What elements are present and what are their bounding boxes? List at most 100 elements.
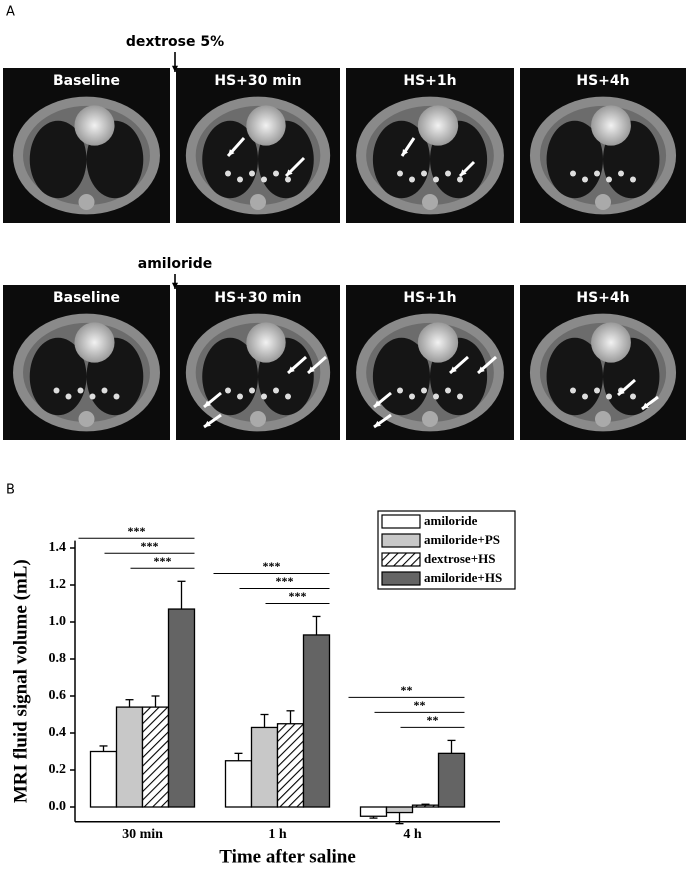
y-tick-label: 0.2 [49, 762, 67, 777]
frame-label: HS+1h [403, 290, 456, 306]
fluid [53, 387, 60, 394]
fluid [237, 393, 243, 400]
legend-swatch [381, 552, 421, 567]
bar [437, 752, 466, 808]
x-tick-label: 1 h [268, 827, 287, 842]
treatment-label: dextrose 5% [126, 34, 224, 50]
lung [29, 120, 87, 199]
legend-swatch [381, 533, 421, 548]
heart [74, 322, 115, 363]
spine [78, 194, 95, 210]
bar [115, 706, 144, 808]
y-tick-label: 1.0 [49, 614, 67, 629]
spine [595, 411, 611, 427]
frame-label: HS+4h [576, 73, 629, 89]
spine [250, 194, 266, 210]
error-bar [286, 710, 295, 724]
heart [591, 105, 631, 146]
arrow-head [402, 149, 409, 156]
arrow-head [618, 388, 625, 395]
fluid [249, 170, 255, 177]
legend-label: dextrose+HS [424, 551, 495, 566]
y-tick-label: 0.8 [49, 651, 67, 666]
fluid [606, 393, 612, 400]
error-bar [99, 745, 108, 752]
fluid [409, 393, 415, 400]
fluid [237, 176, 243, 183]
bar [411, 804, 440, 808]
significance-label: *** [289, 589, 307, 603]
fluid [421, 387, 427, 394]
arrow-head [642, 402, 649, 409]
mri-image [176, 68, 340, 223]
arrow-head [460, 169, 467, 176]
mri-image [346, 285, 514, 440]
significance-label: ** [427, 713, 439, 727]
legend-label: amiloride+HS [424, 570, 502, 585]
fluid [273, 387, 279, 394]
frame-label: Baseline [53, 73, 120, 89]
fluid [397, 170, 403, 177]
fluid [606, 176, 612, 183]
fluid [582, 393, 588, 400]
error-bar [312, 615, 321, 635]
significance-label: *** [128, 524, 146, 538]
fluid [445, 170, 451, 177]
fluid [618, 170, 624, 177]
fluid [433, 176, 439, 183]
fluid [570, 170, 576, 177]
fluid [65, 393, 72, 400]
arrow-head [288, 366, 295, 373]
error-bar [369, 816, 378, 819]
arrow-head [204, 420, 211, 427]
lung [546, 120, 604, 199]
fluid [582, 176, 588, 183]
fluid [421, 170, 427, 177]
fluid [457, 176, 463, 183]
arrow-head [374, 420, 381, 427]
mri-image [520, 285, 686, 440]
fluid [409, 176, 415, 183]
bar [141, 706, 170, 808]
arrow-head [308, 366, 315, 373]
legend-swatch [381, 514, 421, 529]
fluid [570, 387, 576, 394]
y-tick-label: 0.4 [49, 725, 67, 740]
arrow-head [478, 366, 485, 373]
heart [417, 105, 459, 146]
frame-label: HS+30 min [214, 73, 301, 89]
fluid [249, 387, 255, 394]
bar [250, 726, 279, 808]
error-bar [395, 812, 404, 825]
lung [546, 337, 604, 416]
fluid [225, 387, 231, 394]
significance-label: *** [141, 539, 159, 553]
lung [372, 120, 430, 199]
mri-image [346, 68, 514, 223]
mri-image [176, 285, 340, 440]
fluid [261, 176, 267, 183]
frame-label: Baseline [53, 290, 120, 306]
error-bar [125, 699, 134, 708]
fluid [445, 387, 451, 394]
fluid [113, 393, 120, 400]
treatment-label: amiloride [138, 256, 212, 272]
y-tick-label: 0.0 [49, 799, 67, 814]
fluid [594, 387, 600, 394]
bar [276, 723, 305, 808]
error-bar [177, 580, 186, 610]
frame-label: HS+30 min [214, 290, 301, 306]
heart [246, 105, 286, 146]
arrow-head [228, 149, 235, 156]
x-tick-label: 30 min [122, 827, 163, 842]
arrow-head [450, 366, 457, 373]
mri-image [3, 285, 170, 440]
significance-label: ** [414, 698, 426, 712]
fluid [261, 393, 267, 400]
heart [417, 322, 459, 363]
y-tick-label: 1.2 [49, 577, 67, 592]
x-axis-label: Time after saline [219, 846, 356, 867]
fluid [285, 393, 291, 400]
panel-label: A [6, 5, 15, 20]
